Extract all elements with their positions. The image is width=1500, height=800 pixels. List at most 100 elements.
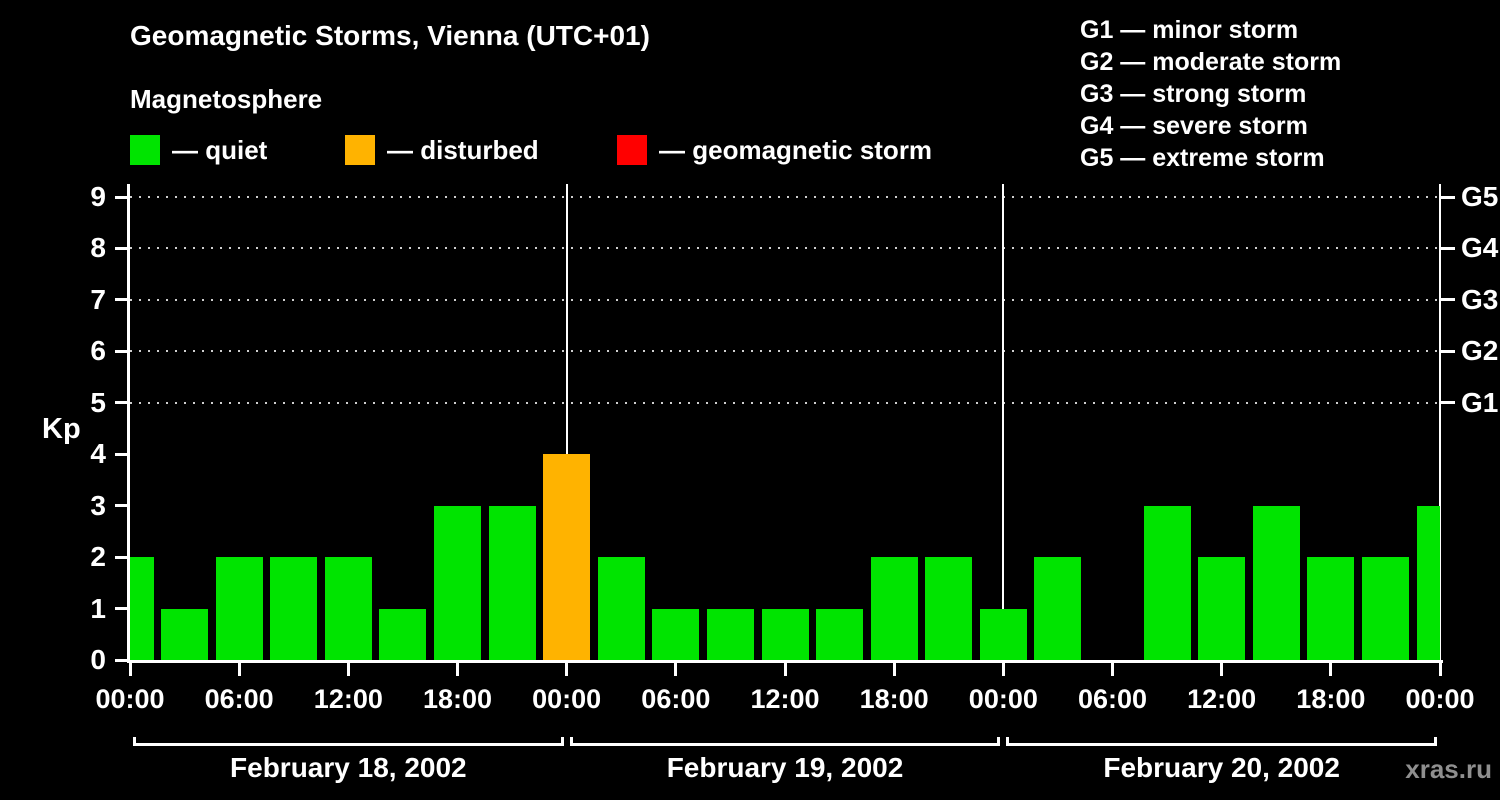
day-bracket <box>133 737 564 746</box>
legend-swatch-quiet <box>130 135 160 165</box>
g-tick <box>1440 298 1455 302</box>
day-boundary-line <box>1002 184 1005 660</box>
kp-bar <box>870 557 918 660</box>
y-tick <box>115 607 130 611</box>
x-tick-label: 00:00 <box>95 684 165 714</box>
day-label: February 18, 2002 <box>230 752 467 783</box>
x-tick <box>1438 663 1442 676</box>
kp-bar <box>1143 505 1191 660</box>
x-tick-label: 18:00 <box>422 684 493 714</box>
day-bracket <box>569 737 1001 746</box>
x-tick <box>674 663 678 676</box>
x-tick-label: 00:00 <box>1405 684 1475 714</box>
y-tick-label: 9 <box>90 181 106 212</box>
x-tick <box>783 663 787 676</box>
g-tick <box>1440 401 1455 405</box>
x-tick <box>128 663 132 676</box>
legend-label-storm: — geomagnetic storm <box>659 135 933 165</box>
x-tick-label: 00:00 <box>532 684 602 714</box>
x-tick <box>1220 663 1224 676</box>
chart-subtitle: Magnetosphere <box>130 84 323 114</box>
y-tick <box>115 195 130 199</box>
g-tick <box>1440 246 1455 250</box>
g-tick-label: G5 <box>1461 181 1499 212</box>
x-tick-label: 18:00 <box>1296 684 1366 714</box>
kp-bar <box>652 608 700 660</box>
watermark: xras.ru <box>1405 754 1492 784</box>
kp-gridline <box>130 350 1440 353</box>
day-label: February 20, 2002 <box>1103 752 1340 783</box>
kp-bar <box>706 608 754 660</box>
y-tick <box>115 658 130 662</box>
x-tick-label: 12:00 <box>750 684 820 714</box>
kp-bar <box>543 454 591 660</box>
legend-label-disturbed: — disturbed <box>387 135 539 165</box>
x-tick-label: 00:00 <box>968 684 1038 714</box>
kp-bar <box>816 608 864 660</box>
x-tick-label: 12:00 <box>313 684 383 714</box>
g-tick-label: G3 <box>1461 283 1499 315</box>
x-tick-label: 06:00 <box>641 684 711 714</box>
kp-bar <box>324 557 372 660</box>
y-tick <box>115 504 130 508</box>
y-tick-label: 3 <box>90 489 106 521</box>
g-tick <box>1440 195 1455 199</box>
kp-gridline <box>130 196 1440 198</box>
x-tick <box>346 663 350 676</box>
x-tick <box>237 663 241 676</box>
bars-layer <box>130 184 1440 660</box>
x-tick <box>1111 663 1114 676</box>
kp-bar <box>161 608 209 660</box>
day-label: February 19, 2002 <box>666 752 904 783</box>
y-tick-label: 0 <box>90 644 106 675</box>
kp-bar <box>1198 557 1246 660</box>
y-axis-line <box>127 184 130 663</box>
x-tick-label: 18:00 <box>859 684 929 714</box>
kp-bar <box>379 608 427 660</box>
x-tick-label: 06:00 <box>1077 684 1148 714</box>
kp-bar <box>761 608 809 660</box>
y-axis-label: Kp <box>42 413 81 445</box>
y-tick-label: 4 <box>90 438 106 470</box>
legend-swatch-storm <box>617 135 647 165</box>
kp-gridline <box>130 247 1440 250</box>
kp-bar <box>488 505 536 660</box>
kp-bar <box>1252 505 1300 660</box>
x-axis-line <box>127 660 1443 663</box>
y-tick <box>115 555 130 559</box>
day-boundary-line <box>565 184 568 660</box>
g-legend-line: G2 — moderate storm <box>1080 48 1342 76</box>
g-tick-label: G1 <box>1461 386 1499 418</box>
g-legend-line: G3 — strong storm <box>1080 80 1307 108</box>
g-tick-label: G2 <box>1461 335 1499 367</box>
day-bracket <box>1006 737 1437 746</box>
kp-gridline <box>130 401 1440 404</box>
g-tick-label: G4 <box>1461 232 1499 264</box>
y-tick-label: 1 <box>90 592 106 624</box>
kp-bar <box>130 557 154 660</box>
y-tick <box>115 298 130 302</box>
kp-bar <box>434 505 481 660</box>
y-tick-label: 7 <box>90 283 106 315</box>
x-tick <box>892 663 896 676</box>
g-legend-line: G1 — minor storm <box>1080 16 1299 44</box>
x-tick-label: 12:00 <box>1187 684 1257 714</box>
kp-gridline <box>130 298 1440 301</box>
g-legend-line: G4 — severe storm <box>1080 112 1308 140</box>
kp-bar <box>925 557 973 660</box>
x-tick-label: 06:00 <box>204 684 274 714</box>
kp-bar <box>1307 557 1355 660</box>
y-tick-label: 2 <box>90 541 106 573</box>
legend-swatch-disturbed <box>345 135 375 165</box>
y-tick-label: 6 <box>90 335 106 367</box>
x-tick <box>565 663 569 676</box>
y-tick-label: 5 <box>90 386 106 418</box>
y-tick <box>115 349 130 353</box>
day-boundary-line <box>1439 184 1441 660</box>
kp-bar <box>979 608 1027 660</box>
x-tick <box>456 663 459 676</box>
kp-bar <box>1034 557 1082 660</box>
y-tick <box>115 246 130 250</box>
kp-bar <box>1361 557 1409 660</box>
